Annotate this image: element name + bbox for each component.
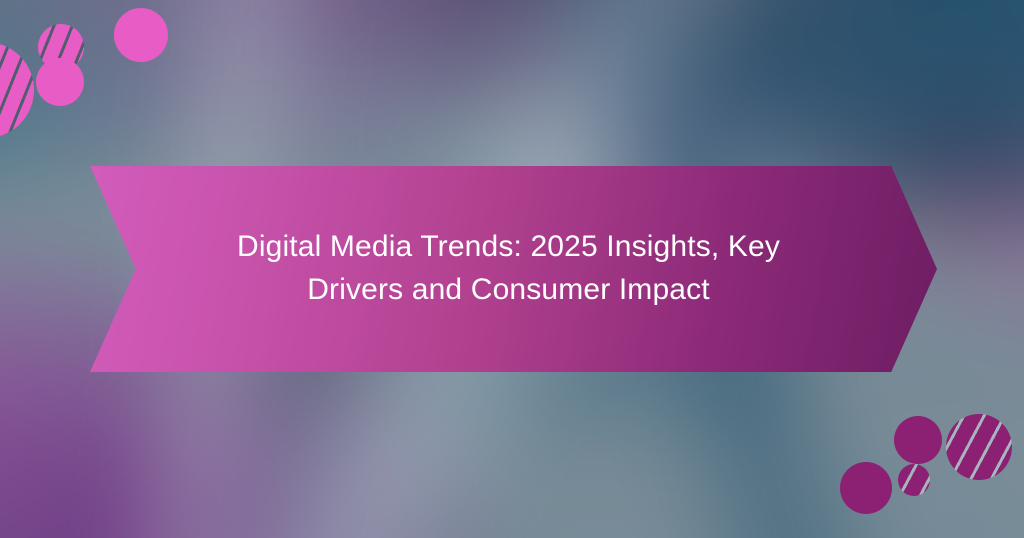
circle-large-striped [946,414,1012,480]
circle-large-striped [0,42,34,138]
circle-small-striped [898,464,930,496]
title-ribbon: Digital Media Trends: 2025 Insights, Key… [90,166,937,372]
circle-medium-plain [840,462,892,514]
page-title: Digital Media Trends: 2025 Insights, Key… [237,230,780,306]
circle-small-striped [38,24,84,70]
decorative-circles-top-left [0,0,176,138]
circle-large-plain [114,8,168,62]
decorative-circles-bottom-right [832,394,1022,534]
circle-large-plain [894,416,942,464]
circle-medium-plain [36,58,84,106]
